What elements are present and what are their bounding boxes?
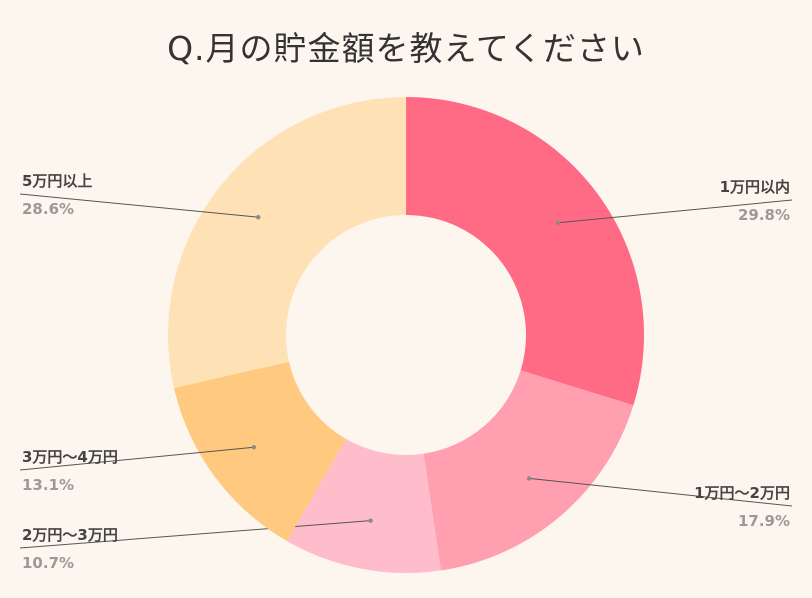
leader-line-4 (19, 446, 254, 471)
slice-label-3: 2万円～3万円 (22, 526, 118, 544)
slice-label-4: 3万円～4万円 (22, 448, 118, 466)
slice-label-5: 5万円以上 (22, 172, 92, 190)
slice-value-2: 17.9% (738, 512, 790, 530)
slice-2 (423, 370, 634, 571)
slice-label-1: 1万円以内 (720, 178, 790, 196)
slice-value-1: 29.8% (738, 206, 790, 224)
chart-title: Q.月の貯金額を教えてください (167, 29, 645, 68)
leader-dot-1 (555, 220, 561, 226)
slice-1 (406, 97, 644, 406)
slice-3 (286, 438, 441, 573)
slice-value-5: 28.6% (22, 200, 74, 218)
leader-dot-3 (368, 518, 373, 523)
leader-line-3 (19, 520, 371, 549)
leader-dot-2 (526, 476, 532, 481)
leader-line-5 (19, 193, 259, 218)
slice-5 (168, 97, 406, 388)
slice-4 (173, 361, 346, 542)
leader-line-2 (529, 477, 793, 507)
slice-value-4: 13.1% (22, 476, 74, 494)
slice-label-2: 1万円～2万円 (694, 484, 790, 502)
leader-line-1 (558, 199, 793, 224)
slice-value-3: 10.7% (22, 554, 74, 572)
leader-dot-5 (256, 214, 261, 220)
leader-dot-4 (251, 444, 257, 450)
